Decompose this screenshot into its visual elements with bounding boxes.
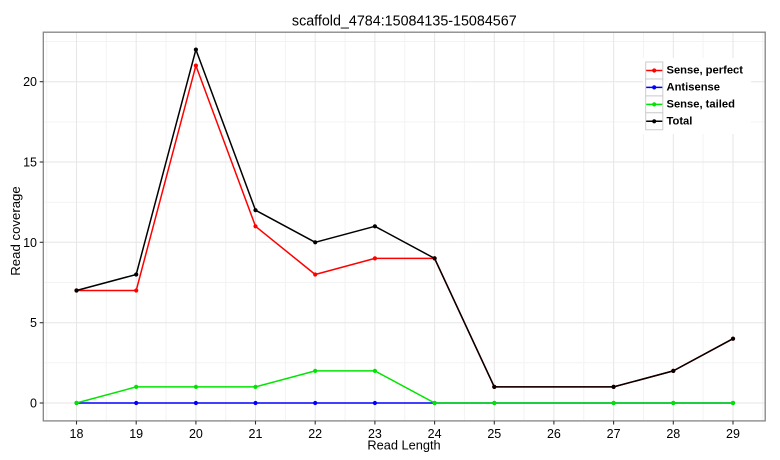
svg-text:18: 18 <box>70 427 84 441</box>
svg-text:20: 20 <box>23 75 37 89</box>
svg-text:28: 28 <box>666 427 680 441</box>
svg-text:10: 10 <box>23 236 37 250</box>
svg-text:Antisense: Antisense <box>667 82 720 94</box>
svg-text:19: 19 <box>129 427 143 441</box>
svg-text:29: 29 <box>726 427 740 441</box>
svg-text:Total: Total <box>667 116 693 128</box>
svg-text:23: 23 <box>368 427 382 441</box>
svg-text:26: 26 <box>547 427 561 441</box>
svg-text:Read Length: Read Length <box>367 437 440 452</box>
svg-text:5: 5 <box>30 316 37 330</box>
svg-text:24: 24 <box>428 427 442 441</box>
svg-text:27: 27 <box>607 427 621 441</box>
svg-text:25: 25 <box>487 427 501 441</box>
svg-text:Sense, tailed: Sense, tailed <box>667 99 736 111</box>
svg-text:15: 15 <box>23 156 37 170</box>
svg-text:scaffold_4784:15084135-1508456: scaffold_4784:15084135-15084567 <box>292 14 517 30</box>
svg-text:20: 20 <box>189 427 203 441</box>
svg-text:22: 22 <box>308 427 322 441</box>
svg-text:Sense, perfect: Sense, perfect <box>667 65 744 77</box>
svg-text:21: 21 <box>249 427 263 441</box>
svg-text:0: 0 <box>30 397 37 411</box>
svg-text:Read coverage: Read coverage <box>8 186 23 275</box>
